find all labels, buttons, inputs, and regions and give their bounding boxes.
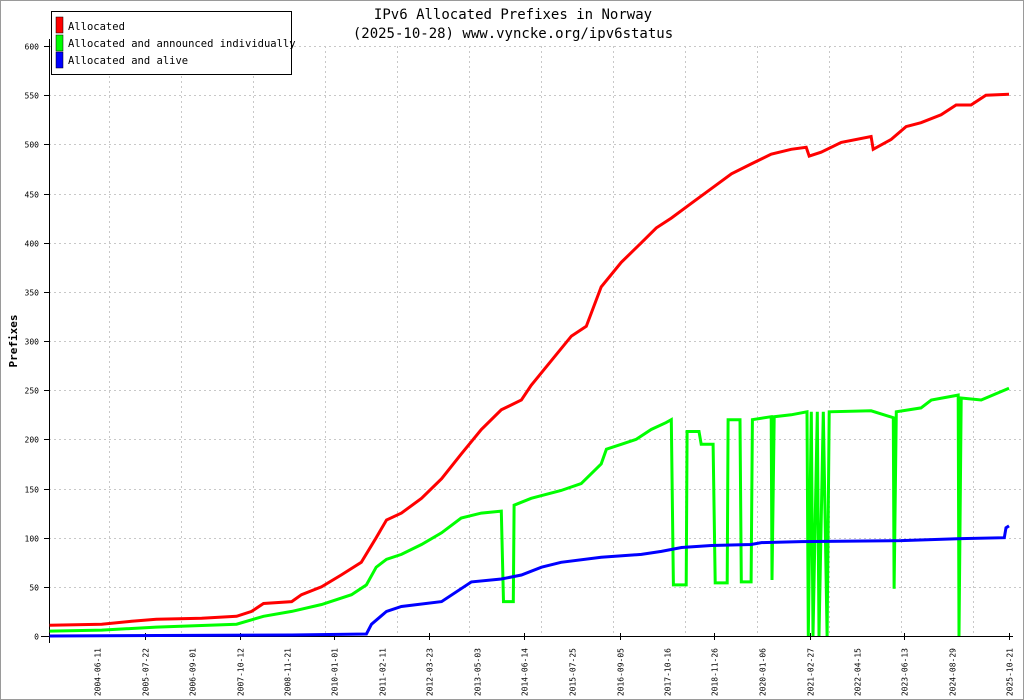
x-tick-label: 2006-09-01 (189, 648, 198, 696)
x-tick-label: 2012-03-23 (426, 648, 435, 696)
x-tick-label: 2020-01-06 (759, 648, 768, 696)
x-tick-label: 2008-11-21 (284, 648, 293, 696)
x-tick-label: 2015-07-25 (569, 648, 578, 696)
x-tick-label: 2011-02-11 (379, 648, 388, 696)
x-tick-label: 2018-11-26 (711, 648, 720, 696)
series-group (49, 92, 1010, 638)
x-tick-label: 2024-08-29 (949, 648, 958, 696)
legend-swatch-alive (55, 51, 64, 69)
x-tick-label: 2004-06-11 (94, 648, 103, 696)
x-tick-label: 2014-06-14 (521, 648, 530, 696)
y-tick-label: 450 (25, 191, 40, 200)
y-axis-label: Prefixes (7, 315, 20, 368)
y-tick-label: 400 (25, 240, 40, 249)
x-tick-label: 2007-10-12 (237, 648, 246, 696)
series-line-allocated (49, 92, 1010, 627)
axes: 0 50 100 150 200 250 300 350 400 450 500 550 600 2004… (25, 39, 1015, 696)
y-tick-label: 100 (25, 535, 40, 544)
chart-title: IPv6 Allocated Prefixes in Norway (374, 7, 652, 23)
x-tick-label: 2023-06-13 (901, 648, 910, 696)
x-tick-label: 2013-05-03 (474, 648, 483, 696)
legend-label-allocated: Allocated (68, 21, 125, 33)
legend-swatch-announced (55, 34, 64, 52)
y-tick-label: 600 (25, 43, 40, 52)
y-tick-label: 350 (25, 289, 40, 298)
y-tick-label: 550 (25, 92, 40, 101)
legend-label-alive: Allocated and alive (68, 55, 188, 67)
series-line-alive (49, 524, 1010, 638)
y-tick-label: 500 (25, 141, 40, 150)
legend-label-announced: Allocated and announced individually (68, 38, 296, 50)
y-tick-label: 250 (25, 387, 40, 396)
legend-box (51, 11, 292, 75)
x-tick-label: 2016-09-05 (617, 648, 626, 696)
series-line-announced (49, 386, 1010, 637)
legend-swatch-allocated (55, 16, 64, 34)
x-tick-label: 2025-10-21 (1006, 648, 1015, 696)
grid (49, 46, 1023, 636)
x-tick-label: 2017-10-16 (664, 648, 673, 696)
x-tick-label: 2021-02-27 (807, 648, 816, 696)
x-tick-label: 2010-01-01 (331, 648, 340, 696)
y-tick-label: 150 (25, 486, 40, 495)
chart-subtitle: (2025-10-28) www.vyncke.org/ipv6status (353, 26, 673, 42)
x-tick-label: 2022-04-15 (854, 648, 863, 696)
y-tick-label: 200 (25, 436, 40, 445)
x-tick-label: 2005-07-22 (142, 648, 151, 696)
y-tick-label: 300 (25, 338, 40, 347)
legend: Allocated Allocated and announced indivi… (51, 11, 296, 75)
y-tick-label: 0 (34, 633, 39, 642)
y-tick-label: 50 (29, 584, 39, 593)
